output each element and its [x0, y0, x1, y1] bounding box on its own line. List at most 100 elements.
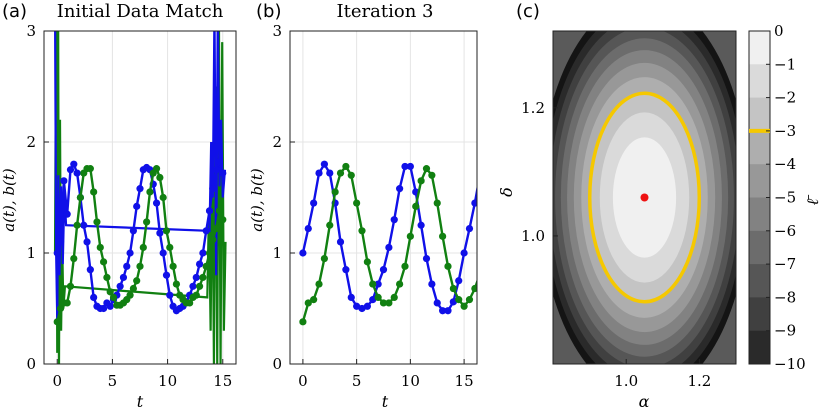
series-b-point	[86, 165, 94, 173]
series-a-point	[401, 162, 409, 171]
series-a-point	[80, 221, 88, 229]
series-a-point	[129, 227, 137, 235]
series-a-point	[60, 177, 68, 185]
series-a-point	[123, 262, 131, 270]
x-tick-label: 0	[298, 372, 308, 390]
panel-a-xlabel: t	[137, 392, 144, 411]
panel-b-frame	[289, 30, 478, 365]
colorbar-band	[749, 130, 770, 165]
series-b-point	[304, 299, 312, 307]
series-a-point	[212, 166, 220, 174]
series-a-point	[66, 166, 75, 174]
series-b-point	[169, 262, 177, 270]
series-a-point	[487, 177, 494, 184]
series-b-point	[401, 262, 409, 270]
series-a-point	[126, 249, 134, 257]
series-a-point	[205, 207, 214, 215]
series-b-point	[385, 299, 393, 307]
series-a-point	[106, 302, 114, 310]
colorbar-tick-label: 0	[774, 22, 784, 40]
optimum-point	[640, 193, 649, 202]
series-a-point	[336, 238, 345, 246]
series-b-point	[136, 262, 144, 270]
series-b-point	[53, 318, 61, 326]
series-b-point	[199, 273, 207, 282]
series-a-point	[385, 243, 393, 252]
x-tick-label: 5	[108, 372, 118, 390]
series-b-point	[471, 284, 477, 293]
colorbar-tick-label: −1	[774, 55, 796, 73]
panel-a-title: Initial Data Match	[57, 1, 224, 22]
series-a-point	[70, 160, 78, 168]
series-b-point	[374, 293, 382, 301]
series-a-point	[215, 158, 224, 166]
series-b-point	[449, 284, 457, 293]
series-a-point	[476, 171, 477, 175]
series-b-point	[460, 302, 468, 310]
colorbar-tick-label: −9	[774, 322, 796, 340]
series-b-point	[146, 188, 154, 196]
x-tick-label: 10	[158, 372, 177, 390]
series-b-point	[172, 280, 181, 288]
colorbar-band	[749, 230, 770, 265]
y-tick-label: 3	[272, 22, 282, 40]
series-a-point	[433, 299, 441, 307]
colorbar-tick-label: −6	[774, 222, 796, 240]
series-b-point	[315, 280, 323, 288]
series-b-point	[396, 280, 404, 288]
panel-a: (a) Initial Data Match 0 5 10 15 0 1 2 3 t a(t)…	[0, 1, 237, 411]
series-b-point	[70, 254, 78, 263]
series-b-point	[482, 244, 489, 251]
panel-b-ylabel: a(t), b(t)	[248, 168, 266, 232]
panel-b-ticks: 0 5 10 15 0 1 2 3	[272, 22, 473, 390]
series-a-point	[99, 304, 108, 313]
x-tick-label: 1.2	[687, 372, 711, 390]
x-tick-label: 15	[213, 372, 232, 390]
series-a-point	[219, 169, 227, 177]
series-a-point	[209, 185, 217, 193]
series-a-point	[406, 162, 414, 171]
series-b-point	[353, 199, 361, 207]
colorbar-tick-label: −4	[774, 155, 796, 173]
panel-b-series	[299, 160, 494, 326]
series-b-point	[63, 299, 71, 307]
series-b-point	[156, 173, 164, 182]
series-a-point	[195, 260, 204, 268]
colorbar-band	[749, 297, 770, 332]
y-tick-label: 0	[26, 355, 36, 373]
series-b-point	[433, 199, 441, 207]
series-a-point	[374, 280, 382, 288]
series-a-point	[396, 185, 404, 193]
series-b-point	[103, 273, 111, 282]
colorbar-tick-label: −7	[774, 255, 796, 273]
series-b-point	[326, 221, 334, 229]
x-tick-label: 15	[455, 372, 474, 390]
series-a-point	[363, 302, 371, 310]
series-a-point	[482, 161, 489, 168]
series-a-point	[379, 266, 388, 274]
series-b-point	[428, 171, 436, 179]
series-a-point	[152, 199, 161, 207]
series-b-point	[209, 236, 217, 244]
series-b-point	[212, 224, 220, 233]
colorbar-tick-label: −2	[774, 89, 796, 107]
series-b-point	[299, 318, 307, 326]
panel-a-series	[53, 158, 227, 326]
series-b-point	[379, 299, 388, 307]
series-a-point	[73, 169, 81, 177]
y-tick-label: 1.2	[521, 99, 545, 117]
panel-a-ylabel: a(t), b(t)	[0, 168, 18, 232]
x-tick-label: 5	[352, 372, 362, 390]
series-a-oscillation	[54, 31, 227, 320]
series-a-point	[202, 227, 210, 235]
series-b-point	[99, 258, 108, 266]
colorbar-band	[749, 264, 770, 298]
series-a-point	[159, 249, 167, 257]
colorbar-label: ℓ̄	[803, 195, 822, 206]
series-a-point	[304, 224, 312, 233]
colorbar-band	[749, 64, 770, 99]
series-b-point	[439, 232, 447, 240]
series-a-point	[53, 249, 61, 257]
series-b-point	[347, 171, 355, 179]
